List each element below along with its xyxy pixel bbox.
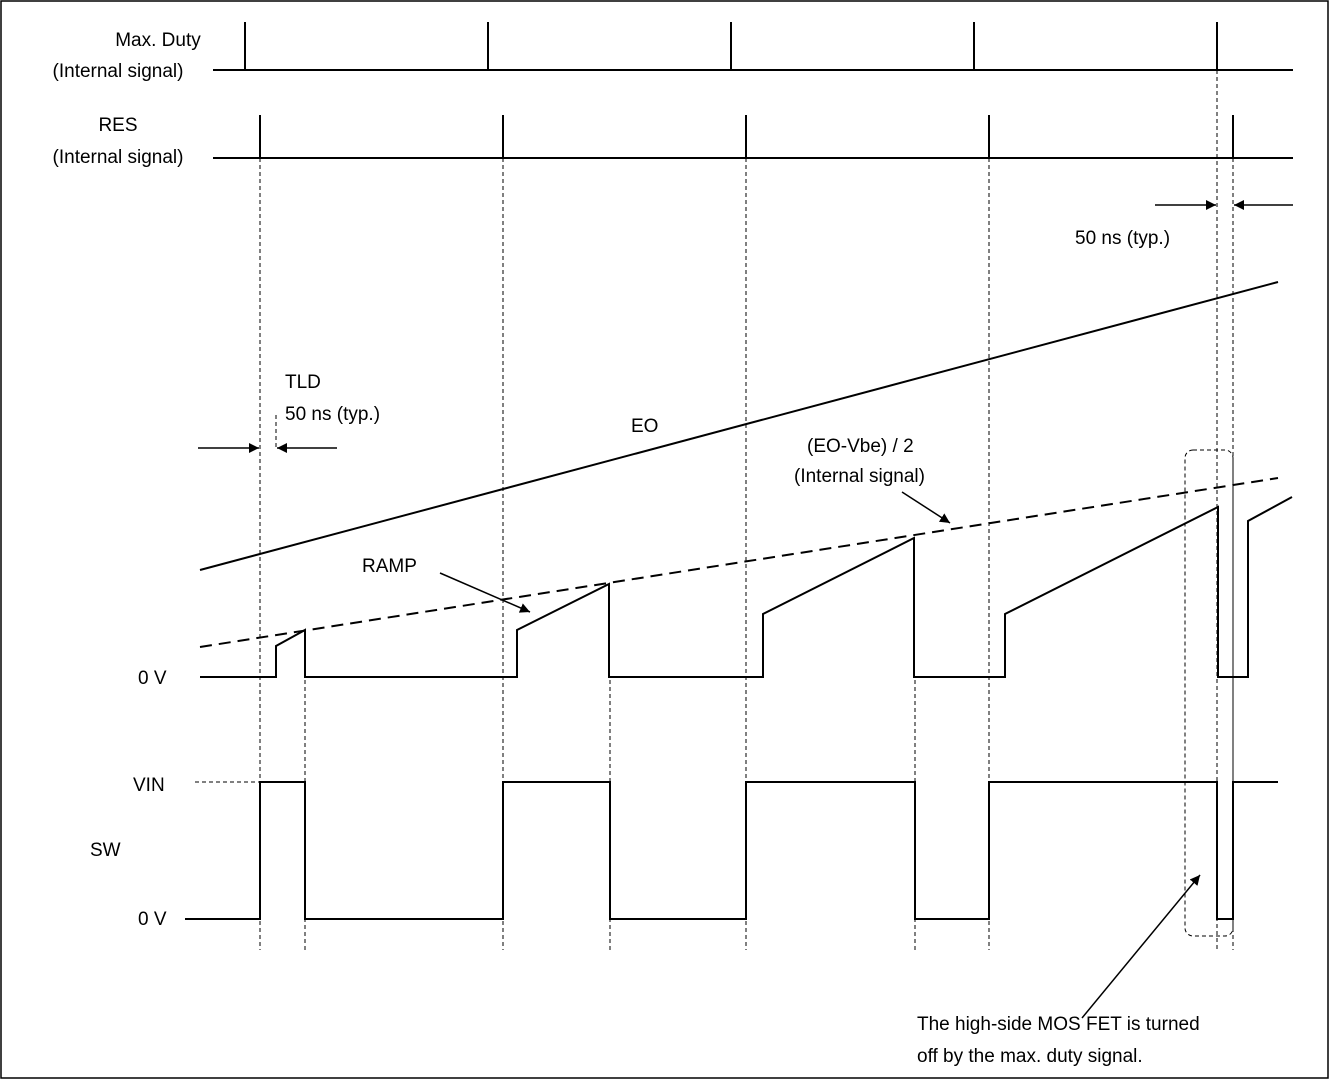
note-pointer xyxy=(1081,874,1201,1019)
sw-zero-v-label: 0 V xyxy=(138,909,167,930)
sw-label: SW xyxy=(90,840,121,861)
ramp-pointer xyxy=(439,572,531,613)
max-duty-highlight-box xyxy=(1184,449,1234,937)
tld-label: TLD xyxy=(285,372,321,393)
note-line-1: The high-side MOS FET is turned xyxy=(917,1014,1200,1035)
eo-vbe-pointer xyxy=(901,491,951,524)
max-duty-signal xyxy=(213,22,1293,71)
eo-line xyxy=(199,281,1279,571)
top-ns-label: 50 ns (typ.) xyxy=(1075,228,1170,249)
ramp-label: RAMP xyxy=(362,556,417,577)
res-sublabel: (Internal signal) xyxy=(53,147,184,168)
guide-lines xyxy=(195,70,1234,950)
eo-vbe-line xyxy=(199,477,1279,648)
eo-vbe-label: (EO-Vbe) / 2 xyxy=(807,436,914,457)
ramp-waveform xyxy=(200,496,1293,678)
res-signal xyxy=(213,115,1293,159)
sw-waveform xyxy=(185,781,1278,920)
max-duty-label: Max. Duty xyxy=(115,30,201,51)
res-label: RES xyxy=(98,115,137,136)
eo-label: EO xyxy=(631,416,658,437)
ramp-zero-v-label: 0 V xyxy=(138,668,167,689)
tld-ns-label: 50 ns (typ.) xyxy=(285,404,380,425)
note-line-2: off by the max. duty signal. xyxy=(917,1046,1143,1067)
eo-vbe-sublabel: (Internal signal) xyxy=(794,466,925,487)
vin-label: VIN xyxy=(133,775,165,796)
max-duty-sublabel: (Internal signal) xyxy=(53,61,184,82)
